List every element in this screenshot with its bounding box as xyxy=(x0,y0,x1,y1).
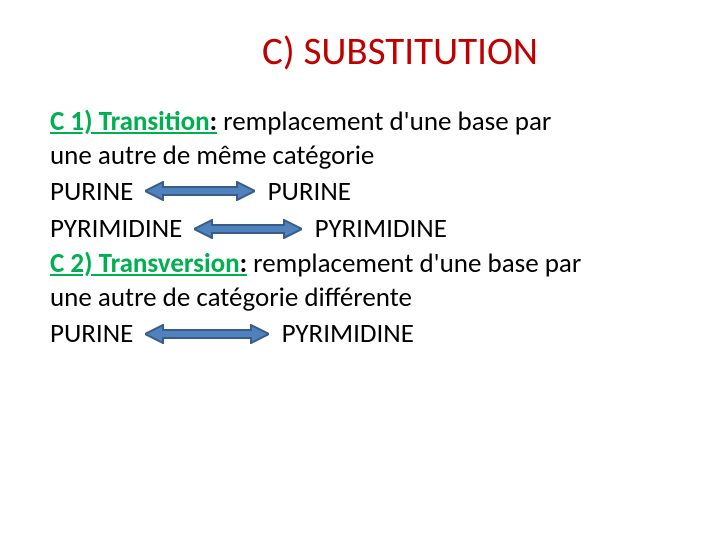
c2-definition-line2: une autre de catégorie différente xyxy=(50,281,670,315)
c2-row1-right: PYRIMIDINE xyxy=(282,317,414,350)
c2-heading: C 2) Transversion xyxy=(50,247,247,280)
slide-title: C) SUBSTITUTION xyxy=(50,28,670,75)
c1-definition-line1: C 1) Transition remplacement d'une base … xyxy=(50,105,670,139)
c1-row1-left: PURINE xyxy=(50,175,133,208)
c1-row2-right: PYRIMIDINE xyxy=(315,212,447,245)
c1-row1-right: PURINE xyxy=(268,175,351,208)
c1-definition-line2: une autre de même catégorie xyxy=(50,139,670,173)
c2-def-text-1: remplacement d'une base par xyxy=(247,247,581,280)
double-arrow-icon xyxy=(145,176,255,210)
arrow-shape xyxy=(145,182,255,200)
slide-body: C 1) Transition remplacement d'une base … xyxy=(50,105,670,352)
c1-heading: C 1) Transition xyxy=(50,105,217,138)
arrow-shape xyxy=(194,220,302,238)
c2-row1-left: PURINE xyxy=(50,317,133,350)
c1-row-pyrimidine: PYRIMIDINE PYRIMIDINE xyxy=(50,212,670,247)
c2-definition-line1: C 2) Transversion remplacement d'une bas… xyxy=(50,247,670,281)
arrow-svg-2 xyxy=(194,219,302,239)
arrow-shape xyxy=(145,325,269,343)
c2-row-transversion: PURINE PYRIMIDINE xyxy=(50,317,670,352)
c1-row-purine: PURINE PURINE xyxy=(50,175,670,210)
c1-def-text-1: remplacement d'une base par xyxy=(217,105,551,138)
double-arrow-icon xyxy=(145,319,269,353)
slide-container: C) SUBSTITUTION C 1) Transition remplace… xyxy=(0,0,720,540)
c1-row2-left: PYRIMIDINE xyxy=(50,212,182,245)
arrow-svg-3 xyxy=(145,324,269,344)
double-arrow-icon xyxy=(194,214,302,248)
arrow-svg-1 xyxy=(145,181,255,201)
